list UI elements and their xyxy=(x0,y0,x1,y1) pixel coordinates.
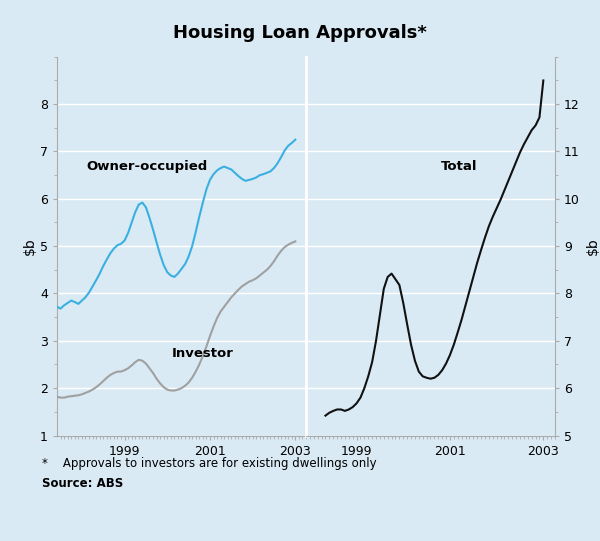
Y-axis label: $b: $b xyxy=(23,237,37,255)
Text: Source: ABS: Source: ABS xyxy=(42,477,123,490)
Text: Owner-occupied: Owner-occupied xyxy=(86,161,208,174)
Y-axis label: $b: $b xyxy=(586,237,599,255)
Text: *    Approvals to investors are for existing dwellings only: * Approvals to investors are for existin… xyxy=(42,457,377,470)
Text: Investor: Investor xyxy=(172,347,233,360)
Text: Housing Loan Approvals*: Housing Loan Approvals* xyxy=(173,24,427,42)
Text: Total: Total xyxy=(440,161,477,174)
